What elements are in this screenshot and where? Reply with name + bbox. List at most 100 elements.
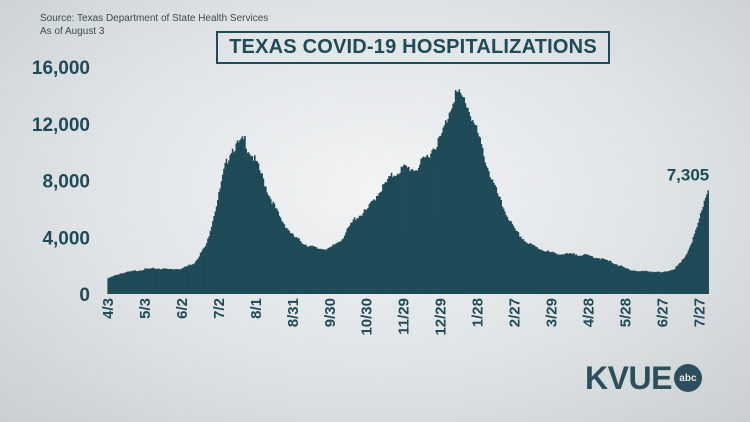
daily-bar <box>527 244 530 294</box>
daily-bar <box>481 147 484 294</box>
daily-bar <box>233 152 235 294</box>
daily-bar <box>342 238 345 294</box>
daily-bar <box>220 181 223 294</box>
daily-bar <box>504 211 506 294</box>
daily-bar <box>336 242 339 294</box>
daily-bar <box>324 249 326 294</box>
daily-bar <box>212 221 214 294</box>
daily-bar <box>515 230 517 294</box>
daily-bar <box>549 251 552 294</box>
daily-bar <box>431 149 433 294</box>
daily-bar <box>139 270 141 294</box>
daily-bar <box>188 264 191 294</box>
daily-bar <box>304 244 307 294</box>
daily-bar <box>398 174 400 294</box>
daily-bar <box>543 251 546 294</box>
daily-bar <box>456 91 458 294</box>
daily-bar <box>254 155 256 294</box>
daily-bar <box>357 217 360 294</box>
y-tick-label: 12,000 <box>32 115 90 136</box>
daily-bar <box>686 253 689 294</box>
daily-bar <box>167 269 170 294</box>
daily-bar <box>681 259 684 294</box>
daily-bar <box>436 146 438 294</box>
daily-bar <box>125 272 128 294</box>
daily-bar <box>643 271 645 294</box>
daily-bar <box>505 215 507 294</box>
daily-bar <box>283 224 286 294</box>
daily-bar <box>401 166 404 294</box>
daily-bar <box>161 269 164 294</box>
abc-badge: abc <box>673 364 702 392</box>
daily-bar <box>607 261 610 294</box>
daily-bar <box>288 230 291 294</box>
daily-bar <box>448 112 451 294</box>
daily-bar <box>648 271 650 294</box>
daily-bar <box>116 274 118 294</box>
daily-bar <box>544 251 547 294</box>
daily-bar <box>425 156 427 294</box>
daily-bar <box>414 170 416 294</box>
x-tick-label: 11/29 <box>396 298 413 335</box>
daily-bar <box>670 270 672 294</box>
daily-bar <box>297 238 299 294</box>
daily-bar <box>699 213 702 294</box>
daily-bar <box>278 215 281 294</box>
daily-bar <box>537 248 539 294</box>
daily-bar <box>226 163 229 294</box>
daily-bar <box>165 268 167 294</box>
daily-bar <box>372 200 374 294</box>
daily-bar <box>611 262 613 294</box>
daily-bar <box>369 202 372 294</box>
daily-bar <box>334 244 336 294</box>
daily-bar <box>241 136 244 294</box>
daily-bar <box>152 267 155 294</box>
daily-bar <box>141 270 144 294</box>
daily-bar <box>647 271 649 294</box>
daily-bar <box>435 149 437 294</box>
daily-bar <box>339 241 341 294</box>
daily-bar <box>702 206 705 294</box>
daily-bar <box>193 263 196 294</box>
daily-bar <box>282 222 284 294</box>
daily-bar <box>235 143 238 294</box>
daily-bar <box>229 155 231 294</box>
daily-bar <box>314 246 316 294</box>
daily-bar <box>601 258 604 294</box>
daily-bar <box>230 153 233 294</box>
daily-bar <box>374 200 377 294</box>
daily-bar <box>224 162 227 294</box>
daily-bar <box>396 173 399 294</box>
daily-bar <box>468 112 470 295</box>
daily-bar <box>613 264 616 294</box>
daily-bar <box>479 137 482 294</box>
daily-bar <box>499 196 501 294</box>
daily-bar <box>574 255 576 294</box>
daily-bar <box>122 273 124 294</box>
daily-bar <box>592 257 595 294</box>
daily-bar <box>154 269 156 294</box>
daily-bar <box>473 123 475 294</box>
daily-bar <box>467 107 469 294</box>
daily-bar <box>273 203 276 294</box>
daily-bar <box>589 255 591 294</box>
daily-bar <box>358 215 361 294</box>
daily-bar <box>268 196 271 294</box>
daily-bar <box>565 253 568 294</box>
daily-bar <box>526 243 528 294</box>
source-line: Source: Texas Department of State Health… <box>40 13 269 24</box>
daily-bar <box>654 272 656 294</box>
daily-bar <box>343 235 346 294</box>
daily-bar <box>159 269 161 294</box>
daily-bar <box>633 270 636 294</box>
daily-bar <box>415 170 417 294</box>
daily-bar <box>284 227 287 294</box>
daily-bar <box>240 138 243 294</box>
daily-bar <box>690 244 692 294</box>
daily-bar <box>631 270 633 294</box>
daily-bar <box>329 247 331 294</box>
daily-bar <box>309 245 312 294</box>
x-tick-label: 2/27 <box>507 298 524 327</box>
daily-bar <box>377 195 379 294</box>
daily-bar <box>497 196 500 294</box>
